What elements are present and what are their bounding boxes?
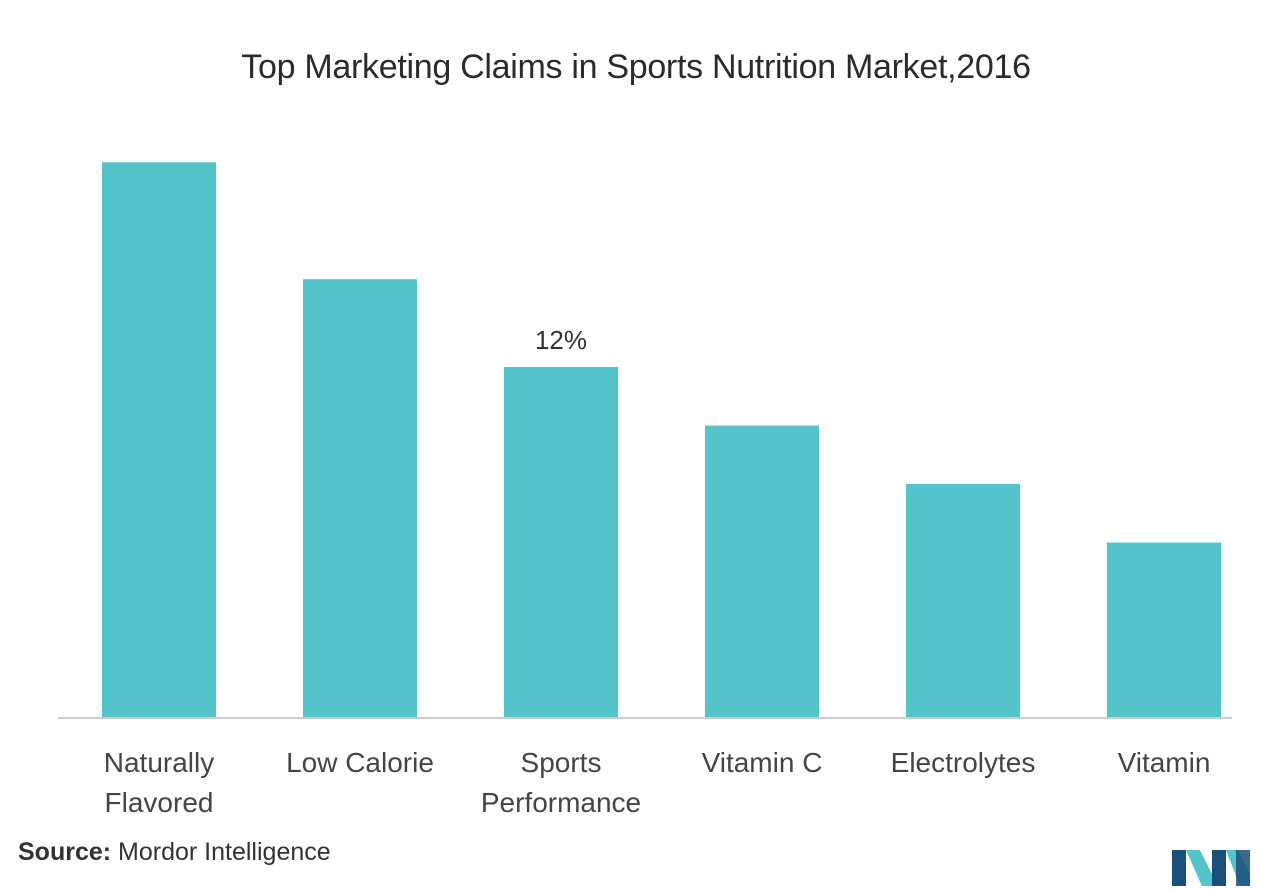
bar-5 xyxy=(1107,542,1221,718)
chart-title: Top Marketing Claims in Sports Nutrition… xyxy=(241,48,1031,86)
category-label-0: Naturally Flavored xyxy=(104,747,214,818)
bar-3 xyxy=(705,425,819,718)
source-note: Source: Mordor Intelligence xyxy=(18,838,331,867)
labels-group: Naturally Flavored Low Calorie 12% Sports Per… xyxy=(104,325,1211,818)
mordor-intelligence-logo-icon xyxy=(1172,850,1250,886)
category-label-1: Low Calorie xyxy=(286,747,434,778)
category-label-5: Vitamin xyxy=(1118,747,1211,778)
category-label-2: Sports Performance xyxy=(481,747,641,818)
data-label-2: 12% xyxy=(535,325,587,355)
source-prefix: Source: xyxy=(18,838,112,866)
source-text: Mordor Intelligence xyxy=(118,838,331,866)
bar-0 xyxy=(102,162,216,718)
bar-2 xyxy=(504,367,618,718)
category-label-3: Vitamin C xyxy=(702,747,823,778)
bar-1 xyxy=(303,279,417,718)
bar-4 xyxy=(906,484,1020,718)
bars-group xyxy=(102,162,1221,718)
bar-chart: Naturally Flavored Low Calorie 12% Sports Per… xyxy=(58,162,1232,818)
category-label-4: Electrolytes xyxy=(891,747,1036,778)
